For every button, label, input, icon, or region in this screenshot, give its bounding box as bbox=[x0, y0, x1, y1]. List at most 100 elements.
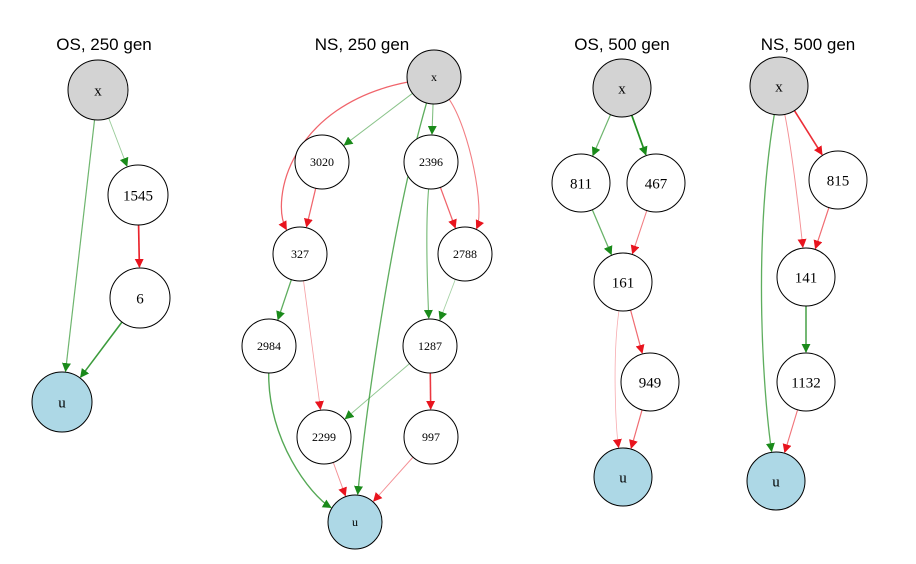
node-label: 997 bbox=[422, 430, 440, 444]
edge-n815-to-n141 bbox=[813, 207, 830, 250]
node-circle bbox=[67, 59, 129, 121]
edge-n161-to-u bbox=[612, 310, 622, 449]
node-label: x bbox=[775, 79, 783, 95]
node-circle bbox=[620, 352, 680, 412]
node-label: 949 bbox=[639, 375, 662, 391]
node-label: x bbox=[94, 83, 102, 99]
edge-n2984-to-u bbox=[268, 372, 332, 509]
node-circle bbox=[593, 447, 653, 507]
node-label: 1287 bbox=[418, 339, 442, 353]
edge-x-to-n2788 bbox=[448, 99, 485, 230]
edge-x-to-u bbox=[62, 119, 96, 373]
node-label: 2984 bbox=[257, 339, 281, 353]
edge-n1545-to-n6 bbox=[134, 224, 144, 268]
nodes-layer: x 1545 6 u x 3020 2396 327 2788 2984 1287 2299 997 u x… bbox=[31, 49, 868, 550]
node-circle bbox=[294, 134, 350, 190]
node-circle bbox=[776, 352, 836, 412]
panel-title-ns-250: NS, 250 gen bbox=[315, 35, 410, 54]
edge-x-to-n3020 bbox=[343, 92, 413, 146]
edge-x-to-n2396 bbox=[427, 103, 437, 135]
edge-x-to-n141 bbox=[784, 114, 807, 249]
edge-n327-to-n2299 bbox=[303, 280, 324, 411]
node-circle bbox=[437, 226, 493, 282]
node-label: x bbox=[431, 70, 437, 84]
node-141: 141 bbox=[776, 247, 836, 307]
node-circle bbox=[808, 150, 868, 210]
node-161: 161 bbox=[593, 252, 653, 312]
panel-title-ns-500: NS, 500 gen bbox=[761, 35, 856, 54]
edge-n2299-to-u bbox=[332, 462, 347, 497]
node-label: 1545 bbox=[123, 188, 153, 204]
edge-n949-to-u bbox=[629, 409, 643, 450]
node-label: u bbox=[352, 515, 358, 529]
node-2788: 2788 bbox=[437, 226, 493, 282]
node-circle bbox=[749, 56, 809, 116]
node-circle bbox=[776, 247, 836, 307]
node-circle bbox=[746, 451, 806, 511]
node-label: u bbox=[619, 470, 627, 486]
node-1132: 1132 bbox=[776, 352, 836, 412]
node-x: x bbox=[592, 58, 652, 118]
node-u: u bbox=[593, 447, 653, 507]
edge-n1132-to-u bbox=[782, 409, 799, 454]
edge-x-to-n1545 bbox=[108, 117, 129, 167]
node-circle bbox=[296, 409, 352, 465]
edge-n1287-to-n2299 bbox=[344, 363, 410, 420]
node-2299: 2299 bbox=[296, 409, 352, 465]
edge-n3020-to-n327 bbox=[304, 188, 317, 228]
node-467: 467 bbox=[626, 153, 686, 213]
edge-n2788-to-n1287 bbox=[438, 279, 456, 321]
node-label: 3020 bbox=[310, 155, 334, 169]
node-2984: 2984 bbox=[241, 318, 297, 374]
edge-x-to-n467 bbox=[630, 115, 648, 156]
node-label: 2788 bbox=[453, 247, 477, 261]
node-label: 327 bbox=[291, 247, 309, 261]
panel-title-os-500: OS, 500 gen bbox=[574, 35, 669, 54]
node-circle bbox=[402, 318, 458, 374]
node-2396: 2396 bbox=[403, 134, 459, 190]
edges-layer bbox=[62, 81, 830, 509]
node-x: x bbox=[406, 49, 462, 105]
node-x: x bbox=[749, 56, 809, 116]
node-label: 2396 bbox=[419, 155, 443, 169]
node-circle bbox=[626, 153, 686, 213]
node-label: 2299 bbox=[312, 430, 336, 444]
edge-x-to-u bbox=[760, 114, 775, 453]
node-label: u bbox=[772, 474, 780, 490]
node-circle bbox=[592, 58, 652, 118]
edge-n997-to-u bbox=[373, 456, 414, 502]
node-327: 327 bbox=[272, 226, 328, 282]
node-3020: 3020 bbox=[294, 134, 350, 190]
node-circle bbox=[241, 318, 297, 374]
node-label: 811 bbox=[570, 176, 592, 192]
edge-n2396-to-n1287 bbox=[423, 188, 433, 319]
edge-n2396-to-n2788 bbox=[439, 187, 457, 229]
node-949: 949 bbox=[620, 352, 680, 412]
node-circle bbox=[593, 252, 653, 312]
node-circle bbox=[403, 409, 459, 465]
edge-x-to-n811 bbox=[591, 114, 612, 157]
edge-n467-to-n161 bbox=[630, 210, 648, 255]
panel-title-os-250: OS, 250 gen bbox=[56, 35, 151, 54]
node-1545: 1545 bbox=[107, 164, 169, 226]
node-6: 6 bbox=[109, 267, 171, 329]
edge-n161-to-n949 bbox=[629, 309, 645, 354]
node-label: u bbox=[58, 395, 66, 411]
node-label: 6 bbox=[136, 291, 144, 307]
node-811: 811 bbox=[551, 153, 611, 213]
node-997: 997 bbox=[403, 409, 459, 465]
node-label: 141 bbox=[795, 270, 818, 286]
node-label: 467 bbox=[645, 176, 668, 192]
node-x: x bbox=[67, 59, 129, 121]
node-circle bbox=[403, 134, 459, 190]
node-label: 161 bbox=[612, 275, 635, 291]
edge-n327-to-n2984 bbox=[276, 279, 293, 321]
node-u: u bbox=[327, 494, 383, 550]
edge-n6-to-u bbox=[79, 321, 123, 378]
node-label: x bbox=[618, 81, 626, 97]
node-circle bbox=[107, 164, 169, 226]
edge-x-to-n815 bbox=[793, 110, 823, 156]
node-label: 1132 bbox=[791, 375, 820, 391]
node-circle bbox=[109, 267, 171, 329]
